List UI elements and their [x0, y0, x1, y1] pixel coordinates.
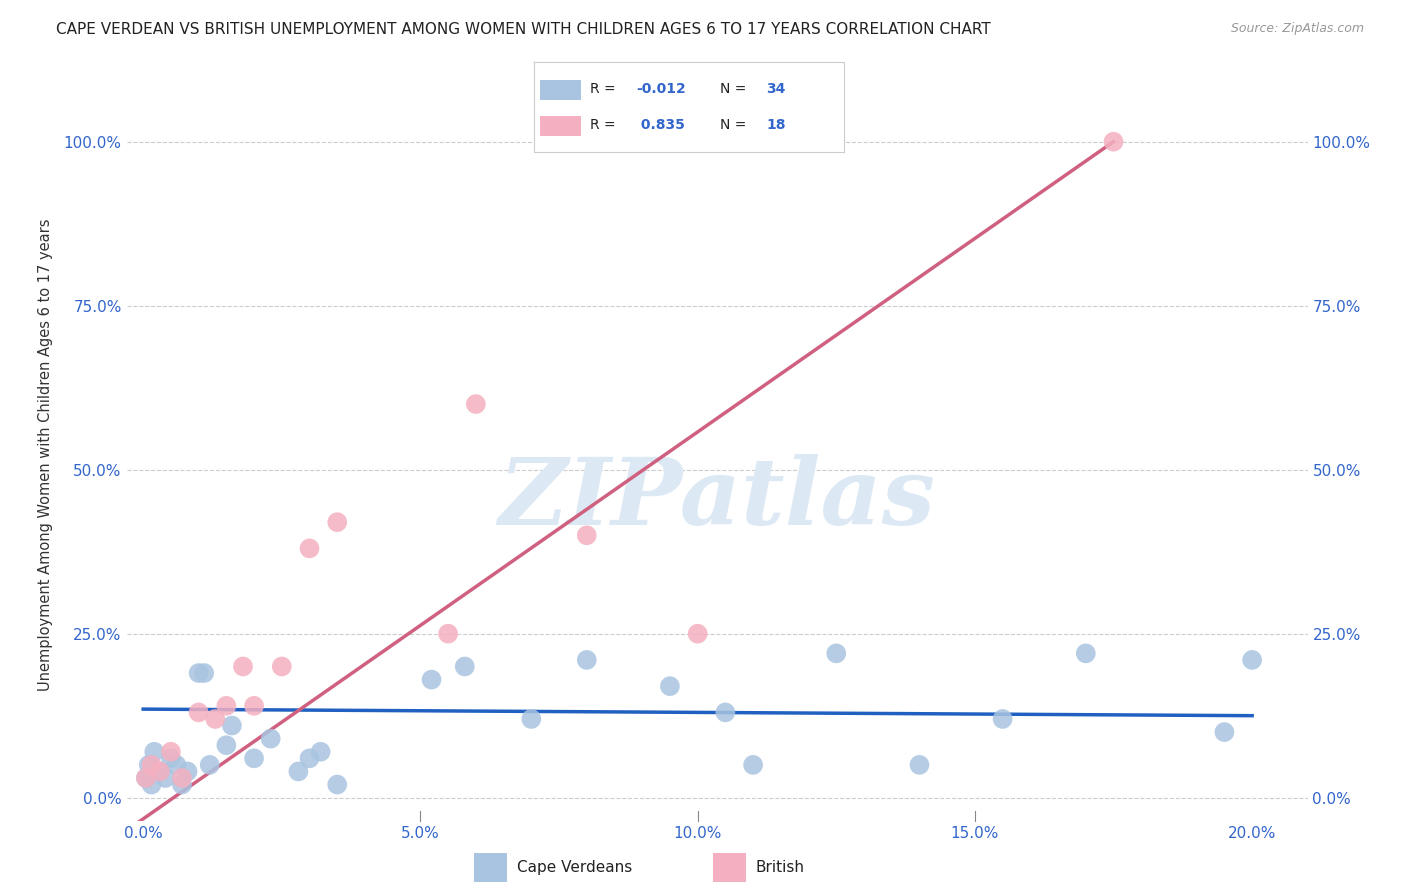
Point: [143, 745, 166, 759]
Text: -0.012: -0.012: [637, 82, 686, 96]
Text: R =: R =: [591, 118, 620, 132]
Point: [686, 626, 709, 640]
Bar: [540, 116, 581, 136]
Point: [298, 541, 321, 556]
Point: [149, 764, 172, 779]
Point: [160, 751, 183, 765]
Text: Cape Verdeans: Cape Verdeans: [516, 860, 631, 875]
Point: [243, 751, 266, 765]
Text: ZIPatlas: ZIPatlas: [499, 454, 935, 544]
Point: [193, 666, 215, 681]
Point: [221, 718, 243, 732]
Point: [287, 764, 309, 779]
Text: R =: R =: [591, 82, 620, 96]
Point: [215, 738, 238, 752]
Point: [260, 731, 283, 746]
Point: [141, 757, 163, 772]
Point: [149, 764, 172, 779]
Point: [135, 771, 157, 785]
Point: [170, 778, 193, 792]
Point: [198, 757, 221, 772]
Point: [141, 778, 163, 792]
Text: CAPE VERDEAN VS BRITISH UNEMPLOYMENT AMONG WOMEN WITH CHILDREN AGES 6 TO 17 YEAR: CAPE VERDEAN VS BRITISH UNEMPLOYMENT AMO…: [56, 22, 991, 37]
Point: [825, 646, 848, 660]
Point: [437, 626, 460, 640]
Point: [714, 706, 737, 720]
Point: [908, 757, 931, 772]
Point: [135, 771, 157, 785]
Point: [187, 666, 209, 681]
Point: [454, 659, 477, 673]
Point: [1213, 725, 1236, 739]
Point: [160, 745, 183, 759]
Point: [187, 706, 209, 720]
Point: [170, 771, 193, 785]
Point: [658, 679, 681, 693]
Point: [155, 771, 177, 785]
Point: [742, 757, 765, 772]
Point: [464, 397, 486, 411]
Point: [1074, 646, 1097, 660]
Point: [991, 712, 1014, 726]
Point: [326, 515, 349, 529]
Point: [232, 659, 254, 673]
Text: 18: 18: [766, 118, 786, 132]
Point: [309, 745, 332, 759]
Text: British: British: [755, 860, 804, 875]
Point: [1102, 135, 1125, 149]
Point: [243, 698, 266, 713]
Point: [204, 712, 226, 726]
Point: [575, 528, 598, 542]
Point: [298, 751, 321, 765]
Point: [176, 764, 198, 779]
Point: [165, 757, 187, 772]
Text: 0.835: 0.835: [637, 118, 685, 132]
Point: [215, 698, 238, 713]
Y-axis label: Unemployment Among Women with Children Ages 6 to 17 years: Unemployment Among Women with Children A…: [38, 219, 52, 691]
Bar: [540, 80, 581, 100]
Point: [575, 653, 598, 667]
Point: [1241, 653, 1264, 667]
Text: N =: N =: [720, 118, 751, 132]
Point: [326, 778, 349, 792]
Text: 34: 34: [766, 82, 786, 96]
Point: [420, 673, 443, 687]
Text: N =: N =: [720, 82, 751, 96]
Point: [138, 757, 160, 772]
Point: [270, 659, 292, 673]
Bar: [474, 854, 508, 881]
Bar: [713, 854, 747, 881]
Point: [520, 712, 543, 726]
Text: Source: ZipAtlas.com: Source: ZipAtlas.com: [1230, 22, 1364, 36]
